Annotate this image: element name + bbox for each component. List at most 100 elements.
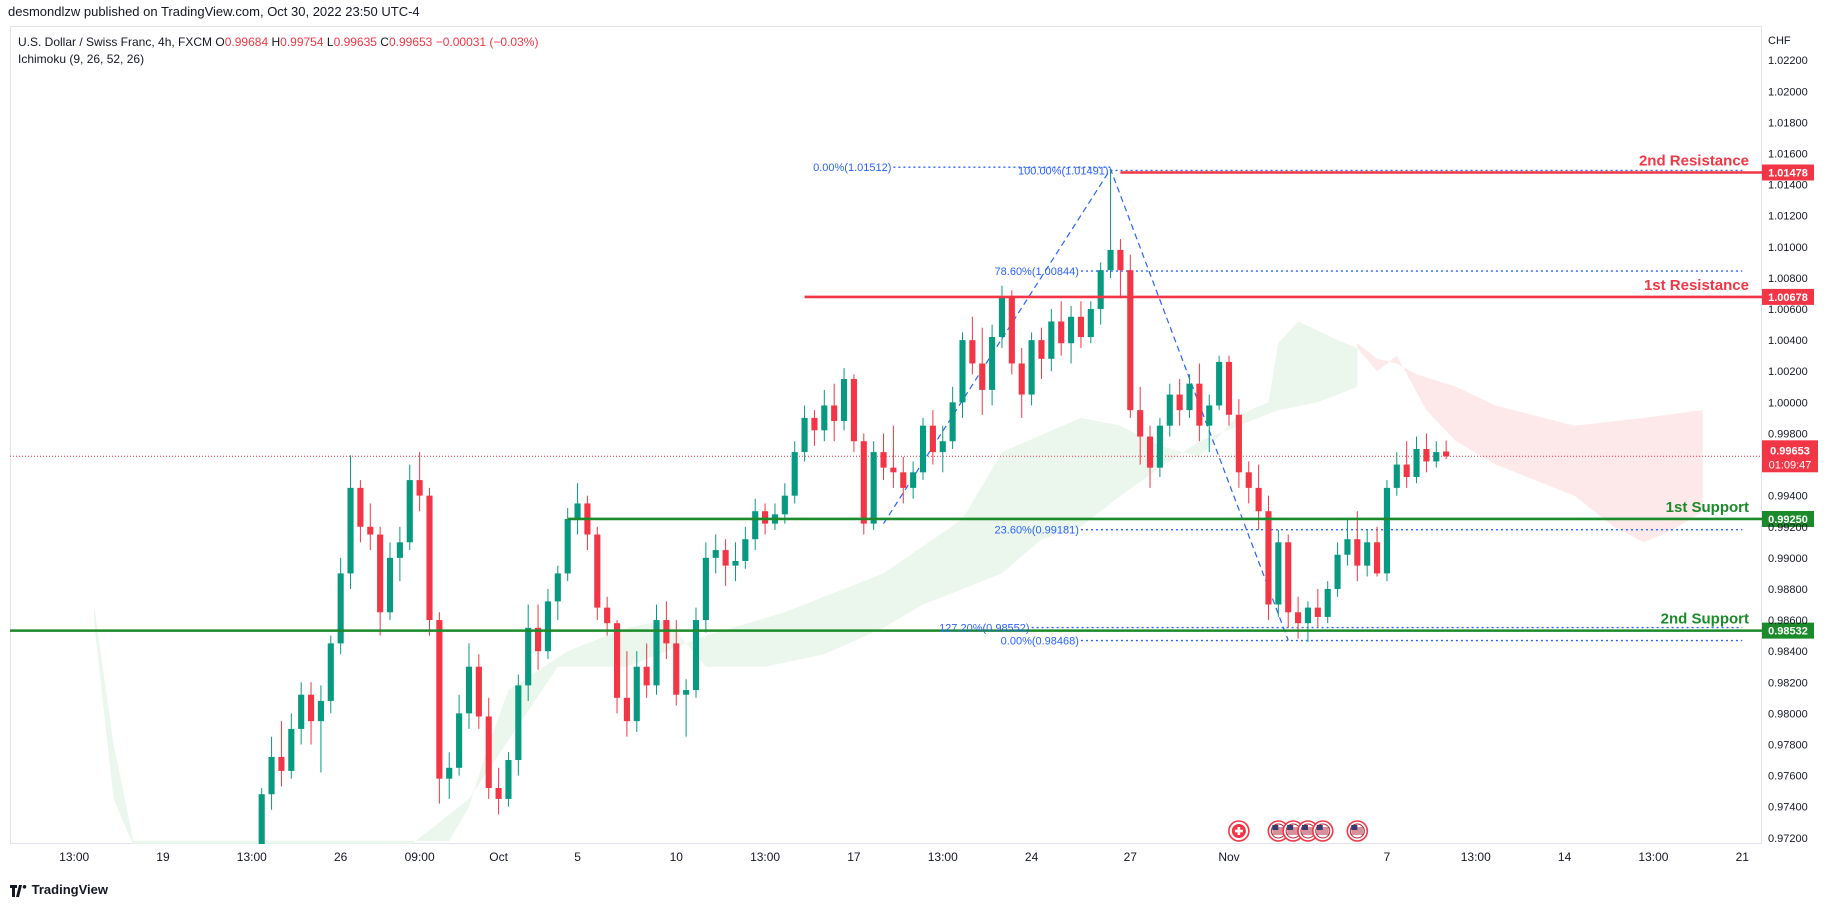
us-flag-event-icon[interactable] [1311, 820, 1334, 842]
event-flag-canton [1287, 825, 1294, 830]
candle-body [1334, 554, 1341, 589]
us-flag-event-icon[interactable] [1282, 820, 1304, 842]
candle-body [544, 601, 551, 652]
swiss-flag-event-icon[interactable] [1228, 820, 1250, 842]
x-tick-label: 13:00 [59, 850, 89, 864]
us-flag-event-icon[interactable] [1267, 820, 1290, 842]
x-tick-label: 27 [1124, 850, 1138, 864]
x-tick-label: 13:00 [750, 850, 780, 864]
bar-countdown: 01:09:47 [1769, 459, 1812, 471]
candle-body [436, 620, 443, 779]
candle-body [1028, 340, 1035, 395]
x-tick-label: 09:00 [405, 850, 435, 864]
candle-body [525, 627, 532, 686]
y-tick-label: 0.97400 [1768, 802, 1808, 814]
candle-body [801, 417, 808, 453]
candle-body [1137, 410, 1144, 437]
candle-body [1058, 321, 1065, 344]
candle-body [1048, 321, 1055, 359]
sr-level-tag: 0.98532 [1768, 626, 1808, 638]
candle-body [1176, 394, 1183, 411]
x-tick-label: 19 [156, 850, 170, 864]
candle-body [1235, 414, 1242, 473]
y-tick-label: 1.02200 [1768, 55, 1808, 67]
candle-body [456, 713, 463, 768]
candle-body [910, 472, 917, 488]
candle-body [1156, 425, 1163, 468]
y-tick-label: 1.01000 [1768, 242, 1808, 254]
y-tick-label: 0.97200 [1768, 833, 1808, 845]
event-flag-canton [1351, 825, 1358, 830]
candle-body [633, 666, 640, 722]
x-tick-label: 13:00 [237, 850, 267, 864]
candle-body [1295, 612, 1302, 624]
us-flag-event-icon[interactable] [1346, 820, 1369, 842]
x-tick-label: 10 [670, 850, 684, 864]
sr-level-tag-bg [1762, 164, 1814, 181]
sr-level-tag-bg [1762, 622, 1814, 639]
candle-body [811, 417, 818, 431]
candle-body [268, 756, 275, 795]
candle-body [1324, 588, 1331, 617]
candle-body [1008, 296, 1015, 364]
y-tick-label: 1.02000 [1768, 86, 1808, 98]
y-tick-label: 0.98600 [1768, 615, 1808, 627]
currency-label: CHF [1768, 35, 1791, 47]
x-tick-label: 13:00 [928, 850, 958, 864]
candle-body [1443, 451, 1450, 457]
candle-body [554, 573, 561, 602]
indicator-legend[interactable]: Ichimoku (9, 26, 52, 26) [18, 52, 145, 66]
candle-body [1107, 249, 1114, 271]
candle-body [1166, 394, 1173, 426]
y-tick-label: 0.99800 [1768, 428, 1808, 440]
event-flag-cross-v [1237, 827, 1241, 835]
candle-body [989, 337, 996, 390]
candle-body [1068, 316, 1075, 344]
low-value: 0.99635 [333, 35, 377, 49]
symbol-title: U.S. Dollar / Swiss Franc, 4h, FXCM [18, 35, 213, 49]
low-label: L [326, 35, 334, 49]
candle-body [998, 296, 1006, 338]
sr-level-label: 1st Support [1666, 499, 1749, 516]
candle-body [505, 760, 512, 799]
candle-body [1364, 542, 1371, 566]
event-flag-canton [1316, 825, 1323, 830]
candle-body [1344, 539, 1351, 555]
current-price-tag: 0.99653 [1770, 445, 1810, 457]
candle-body [386, 557, 394, 613]
sr-level-label: 1st Resistance [1644, 277, 1749, 294]
candle-body [278, 756, 285, 771]
candle-body [929, 425, 936, 453]
candle-body [396, 542, 403, 558]
ichimoku-cloud-red [1357, 343, 1703, 543]
candle-body [821, 405, 828, 431]
candle-body [604, 607, 611, 624]
y-tick-label: 0.99200 [1768, 522, 1808, 534]
candle-body [1018, 363, 1025, 395]
tradingview-brand[interactable]: TradingView [10, 882, 108, 897]
candle-body [860, 441, 867, 524]
sr-level-tag: 1.00678 [1768, 292, 1808, 304]
candle-body [1265, 511, 1272, 605]
x-tick-label: 5 [574, 850, 581, 864]
candle-body [1077, 316, 1085, 338]
candle-body [1216, 361, 1223, 406]
candle-body [939, 441, 946, 453]
y-tick-label: 0.97600 [1768, 771, 1808, 783]
candle-body [1285, 542, 1292, 613]
fib-level-label: 78.60%(1.00844) [995, 266, 1079, 278]
candle-body [791, 452, 798, 496]
candle-body [1097, 270, 1104, 310]
open-label: O [215, 35, 225, 49]
candle-body [594, 534, 601, 608]
candle-body [919, 425, 927, 473]
us-flag-event-icon[interactable] [1297, 820, 1319, 842]
candle-body [298, 694, 305, 729]
candle-body [732, 560, 739, 566]
y-tick-label: 1.00000 [1768, 397, 1808, 409]
x-tick-label: Oct [489, 850, 508, 864]
candle-body [317, 700, 324, 722]
candle-body [1245, 472, 1252, 488]
candle-body [1087, 309, 1094, 338]
